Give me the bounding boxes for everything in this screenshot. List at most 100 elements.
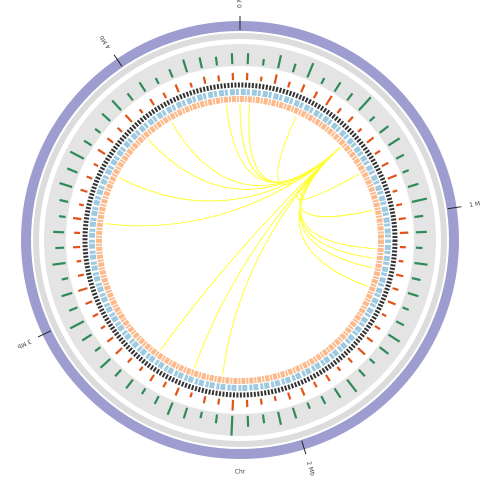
track-bar <box>116 127 123 133</box>
track-bar <box>312 381 318 388</box>
track-bar <box>387 333 401 343</box>
track-bar <box>402 306 410 311</box>
track-bar <box>202 395 207 404</box>
tick-label: 3 Mb <box>16 337 32 350</box>
tick-mark <box>447 206 462 210</box>
track-bar <box>230 415 234 436</box>
track-bar <box>277 411 283 425</box>
track-bar <box>138 366 144 372</box>
link <box>277 115 341 185</box>
track-band <box>44 44 436 436</box>
track-bar <box>407 291 419 298</box>
track-bar <box>366 336 374 343</box>
track-bar <box>182 59 189 73</box>
track-bar <box>325 95 333 106</box>
tick-mark <box>37 330 51 338</box>
track-bar <box>347 357 353 364</box>
track-bar <box>198 57 203 69</box>
track-bar <box>80 188 88 193</box>
track-bar <box>273 395 277 402</box>
track-bar <box>174 387 180 397</box>
track-bar <box>114 369 122 377</box>
track-bar <box>76 259 82 263</box>
track-bar <box>261 414 266 424</box>
track-bar <box>277 55 283 69</box>
track-bar <box>94 346 102 353</box>
tile-ring <box>96 96 384 384</box>
track-bar <box>99 358 111 369</box>
tick-label: 2 Mb <box>305 461 316 477</box>
track-bar <box>182 407 189 419</box>
track-bar <box>85 300 93 306</box>
track-bar <box>320 77 326 85</box>
track-bar <box>287 81 291 88</box>
link <box>299 147 376 250</box>
track-bar <box>357 347 366 356</box>
track-bar <box>366 136 375 144</box>
track-bar <box>111 99 122 111</box>
track-bar <box>369 358 376 365</box>
track-bar <box>138 108 144 114</box>
track-bar <box>346 92 354 102</box>
track-bar <box>411 277 421 282</box>
track-bar <box>126 92 134 102</box>
tick-mark <box>113 54 123 67</box>
track-bar <box>86 175 93 180</box>
link <box>239 103 341 183</box>
track-bar <box>347 115 354 123</box>
track-bar <box>291 407 298 419</box>
track-bar <box>378 346 390 355</box>
track-bar <box>72 216 82 221</box>
track-bar <box>61 277 69 281</box>
track-bar <box>154 77 160 85</box>
track-bar <box>202 76 207 85</box>
track-bar <box>392 287 399 291</box>
track-bar <box>174 83 180 93</box>
track-bar <box>189 392 193 398</box>
track-bar <box>101 112 111 122</box>
track-bar <box>162 92 168 99</box>
track-bar <box>106 137 114 144</box>
track-bar <box>106 336 114 343</box>
track-bar <box>411 197 428 203</box>
track-bar <box>199 411 203 419</box>
track-bar <box>333 387 342 399</box>
track-bar <box>115 347 123 355</box>
track-bar <box>59 182 73 189</box>
track-bar <box>395 153 405 160</box>
track-bar <box>94 127 102 134</box>
track-bar <box>97 148 106 155</box>
track-bar <box>414 261 428 266</box>
track-bar <box>312 91 319 99</box>
link <box>299 147 375 259</box>
track-bar <box>189 82 193 88</box>
track-bar <box>61 291 73 298</box>
track-bar <box>358 369 366 377</box>
track-bar <box>320 395 327 405</box>
track-bar <box>58 215 66 219</box>
track-bar <box>374 149 381 155</box>
track-bar <box>124 114 133 123</box>
backbone-ring <box>33 33 447 447</box>
track-bar <box>138 81 147 93</box>
track-bar <box>78 203 85 207</box>
link <box>298 147 369 287</box>
track-bar <box>306 62 315 78</box>
tick-mark <box>301 440 307 455</box>
axis-label: Chr <box>235 469 246 476</box>
track-bar <box>261 58 265 66</box>
track-bar <box>140 387 147 395</box>
track-bar <box>100 325 106 330</box>
track-bar <box>395 320 405 327</box>
track-bar <box>395 202 403 207</box>
track-bar <box>273 74 278 85</box>
track-bar <box>149 374 155 382</box>
link <box>296 147 360 201</box>
track-bar <box>402 169 410 174</box>
tick-label: 4 Mb <box>98 34 112 50</box>
track-bar <box>83 139 93 147</box>
track-bar <box>81 333 93 342</box>
link <box>299 147 373 218</box>
track-bar <box>369 115 376 122</box>
